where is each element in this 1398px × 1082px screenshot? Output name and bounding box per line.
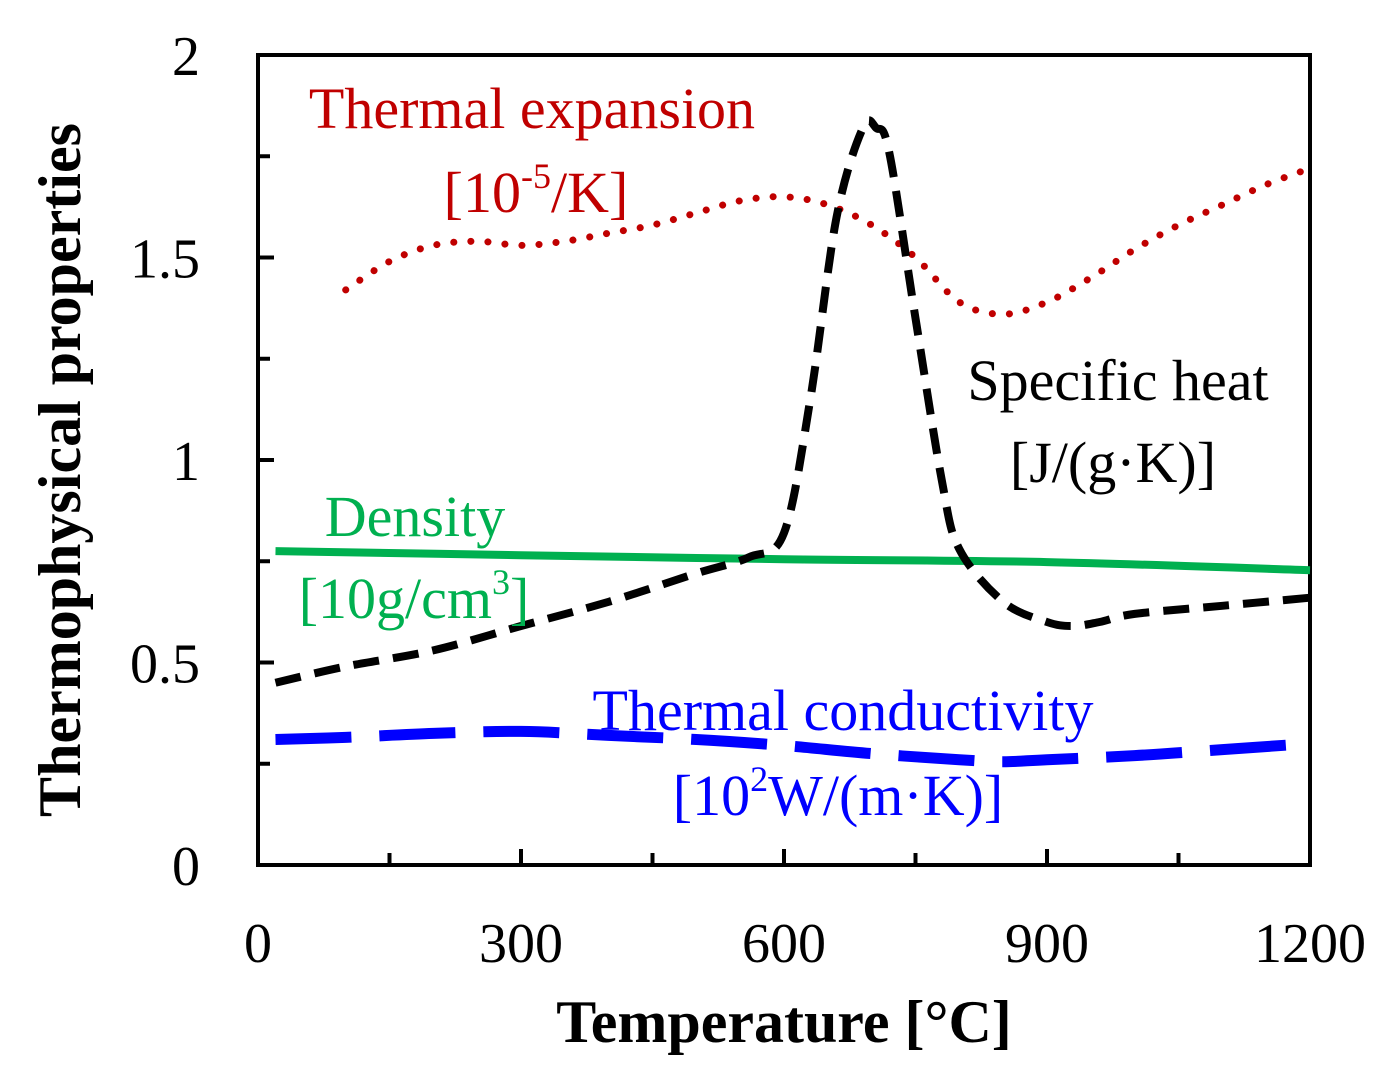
thermal-expansion-label: Thermal expansion xyxy=(309,76,755,141)
thermal-conductivity-line xyxy=(275,725,1311,768)
thermal-conductivity-unit-base: [10 xyxy=(673,763,750,828)
thermal-expansion-line xyxy=(342,164,1314,318)
x-tick-label: 600 xyxy=(742,913,826,975)
thermal-expansion-unit-base: [10 xyxy=(444,160,521,225)
density-unit: [10g/cm3] xyxy=(299,562,530,631)
specific-heat-label: Specific heat xyxy=(967,348,1268,413)
y-tick-label: 0 xyxy=(172,836,200,898)
thermal-conductivity-unit-rest: W/(m·K)] xyxy=(768,763,1003,828)
thermal-conductivity-unit-sup: 2 xyxy=(750,759,768,799)
specific-heat-line xyxy=(274,116,1311,687)
series-layer xyxy=(274,116,1314,768)
y-tick-label: 2 xyxy=(172,26,200,88)
thermal-expansion-annotation: Thermal expansion [10-5/K] xyxy=(309,76,755,225)
density-label: Density xyxy=(325,484,505,549)
density-unit-base: [10g/cm xyxy=(299,566,492,631)
density-unit-sup: 3 xyxy=(492,562,510,602)
y-tick-label: 1 xyxy=(172,431,200,493)
density-unit-rest: ] xyxy=(510,566,529,631)
x-tick-label: 300 xyxy=(479,913,563,975)
thermal-expansion-unit: [10-5/K] xyxy=(444,156,629,225)
y-tick-label: 1.5 xyxy=(130,229,200,291)
specific-heat-unit: [J/(g·K)] xyxy=(1010,430,1216,495)
thermal-conductivity-label: Thermal conductivity xyxy=(593,678,1094,743)
y-axis-ticks: 0 0.5 1 1.5 2 xyxy=(130,26,274,898)
thermal-conductivity-unit: [102W/(m·K)] xyxy=(673,759,1003,828)
x-tick-label: 1200 xyxy=(1254,913,1366,975)
x-tick-label: 0 xyxy=(244,913,272,975)
specific-heat-annotation: Specific heat [J/(g·K)] xyxy=(967,348,1268,495)
thermal-conductivity-annotation: Thermal conductivity [102W/(m·K)] xyxy=(593,678,1094,828)
x-axis-ticks: 0 300 600 900 1200 xyxy=(244,849,1366,975)
x-axis-title: Temperature [°C] xyxy=(556,989,1012,1055)
density-annotation: Density [10g/cm3] xyxy=(299,484,530,631)
thermal-expansion-unit-rest: /K] xyxy=(551,160,628,225)
density-line xyxy=(275,547,1311,575)
thermal-expansion-unit-sup: -5 xyxy=(521,156,551,196)
y-tick-label: 0.5 xyxy=(130,634,200,696)
x-tick-label: 900 xyxy=(1005,913,1089,975)
y-axis-title: Thermophysical properties xyxy=(27,123,93,817)
